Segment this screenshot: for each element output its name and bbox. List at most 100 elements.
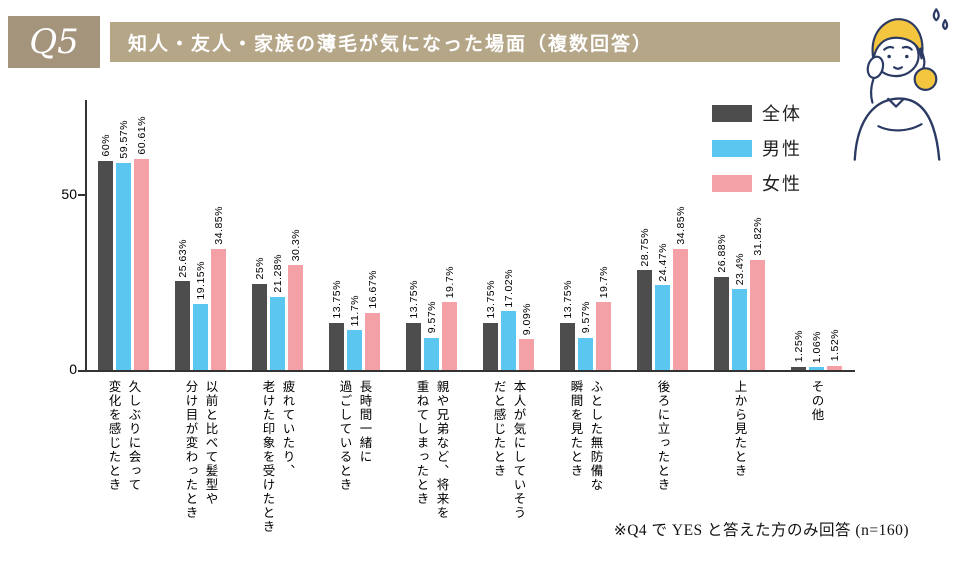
bar-value-label: 21.28% [271,253,284,293]
bar-女性 [750,259,765,371]
eyebrow-left [883,45,895,51]
footnote: ※Q4 で YES と答えた方のみ回答 (n=160) [613,522,909,539]
bar-女性 [596,302,611,371]
x-axis-category-label: 疲れていたり、 老けた印象を受けたとき [260,380,295,534]
legend-swatch [712,174,752,192]
bar-男性 [347,330,362,371]
bar-value-label: 59.57% [117,119,130,159]
bar-cell: 9.57% [578,301,593,371]
mouth [892,66,903,70]
x-axis-category-label: 上から見たとき [732,380,747,478]
bar-chart: 50 0 60% 59.57% 60.61% 久しぶりに会って 変化を感じたとき 25.… [61,100,855,552]
bar-男性 [732,289,747,371]
bar-cell: 1.25% [791,330,806,371]
sweat-drop-icon [932,8,940,22]
bar-cell: 28.75% [637,228,652,371]
legend-label: 全体 [762,104,802,124]
bar-cell: 19.7% [596,266,611,371]
bar-value-label: 1.52% [828,329,841,362]
bar-cluster: 13.75% 9.57% 19.7% [560,100,611,371]
x-axis-category-label: 長時間一緒に 過ごしているとき [337,380,372,492]
legend-label: 女性 [762,174,802,194]
bar-cluster: 13.75% 11.7% 16.67% [329,100,380,371]
x-axis-category-label: ふとした無防備な 瞬間を見たとき [568,380,603,492]
bar-cell: 19.15% [193,261,208,371]
bar-group: 13.75% 9.57% 19.7% ふとした無防備な 瞬間を見たとき [547,100,624,552]
bar-全体 [637,270,652,371]
bar-cluster: 26.88% 23.4% 31.82% [714,100,765,371]
bar-group: 13.75% 11.7% 16.67% 長時間一緒に 過ごしているとき [316,100,393,552]
legend-item: 全体 [712,100,802,126]
bar-男性 [424,337,439,371]
legend-swatch [712,139,752,157]
bar-cell: 17.02% [501,269,516,371]
y-axis-tick-mark [78,194,85,196]
x-axis-category-label: 後ろに立ったとき [655,380,670,492]
bar-cell: 25.63% [175,239,190,371]
bar-cell: 13.75% [483,280,498,371]
bar-女性 [288,265,303,371]
bar-女性 [365,312,380,371]
bar-女性 [673,249,688,371]
bar-cell: 25% [252,257,267,371]
y-axis-tick-mark [78,370,85,372]
bar-全体 [175,281,190,371]
hair [871,18,924,61]
legend: 全体男性女性 [712,100,802,205]
bar-value-label: 13.75% [330,280,343,319]
bar-value-label: 17.02% [502,268,515,308]
bar-value-label: 13.75% [484,280,497,319]
bar-全体 [714,276,729,371]
bar-value-label: 19.7% [443,265,456,298]
bar-value-label: 30.3% [289,228,302,261]
bar-group: 13.75% 9.57% 19.7% 親や兄弟など、将来を 重ねてしまったとき [393,100,470,552]
bar-cell: 19.7% [442,266,457,371]
hair-bun [913,67,938,91]
bar-value-label: 1.06% [810,331,823,364]
bar-cell: 9.57% [424,301,439,371]
x-axis-category-label: その他 [809,380,824,422]
bar-group: 60% 59.57% 60.61% 久しぶりに会って 変化を感じたとき [85,100,162,552]
bar-男性 [809,367,824,371]
bar-cluster: 60% 59.57% 60.61% [98,100,149,371]
page-title: 知人・友人・家族の薄毛が気になった場面（複数回答） [110,22,840,62]
bar-value-label: 19.15% [194,261,207,300]
legend-item: 男性 [712,135,802,161]
hand-on-cheek [866,55,885,79]
bar-value-label: 11.7% [348,294,361,327]
bar-cell: 1.52% [827,329,842,371]
bar-男性 [655,285,670,371]
bar-value-label: 34.85% [212,206,225,245]
bar-cell: 59.57% [116,120,131,371]
bar-value-label: 25% [253,256,266,280]
bar-全体 [98,161,113,371]
bar-value-label: 19.7% [597,265,610,298]
bar-全体 [483,322,498,371]
bar-男性 [193,304,208,371]
bar-value-label: 26.88% [715,234,728,273]
bar-cell: 60.61% [134,116,149,371]
bar-女性 [442,302,457,371]
bar-value-label: 24.47% [656,242,669,282]
bar-女性 [134,158,149,371]
bar-全体 [252,283,267,371]
bar-cell: 34.85% [211,206,226,371]
bar-全体 [406,322,421,371]
bar-value-label: 25.63% [176,238,189,278]
bar-group: 1.25% 1.06% 1.52% その他 [778,100,855,552]
x-axis-category-label: 久しぶりに会って 変化を感じたとき [106,380,141,492]
bar-cell: 34.85% [673,206,688,371]
eye-right [905,54,909,59]
bar-cell: 23.4% [732,253,747,371]
bar-value-label: 23.4% [733,252,746,286]
x-axis-line [85,370,855,372]
question-number-badge: Q5 [8,16,100,68]
bar-cell: 13.75% [560,280,575,371]
y-axis-line [85,100,87,372]
bar-group: 25.63% 19.15% 34.85% 以前と比べて髪型や 分け目が変わったとき [162,100,239,552]
bar-value-label: 60.61% [135,116,148,155]
legend-item: 女性 [712,170,802,196]
bar-cell: 24.47% [655,243,670,371]
arm-line [877,123,923,132]
